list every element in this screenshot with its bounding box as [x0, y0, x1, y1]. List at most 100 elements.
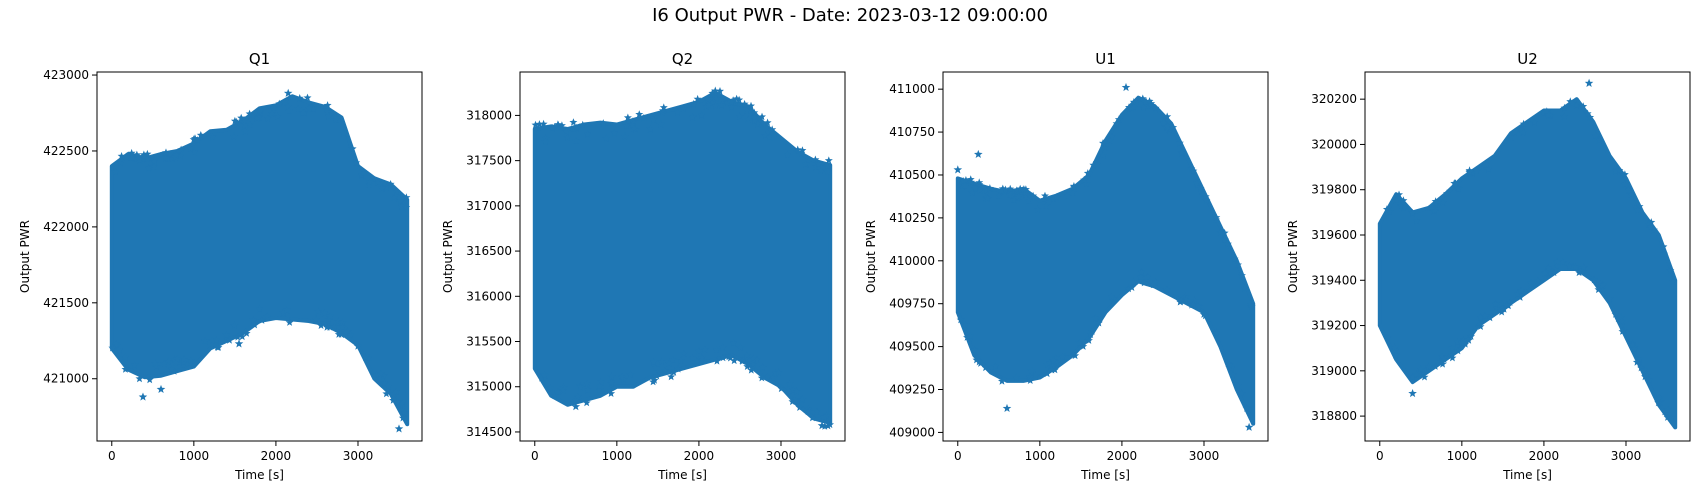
data-point — [1199, 310, 1208, 318]
data-point — [1385, 207, 1394, 216]
data-point — [1544, 264, 1553, 272]
data-envelope — [109, 94, 410, 427]
data-point — [1169, 123, 1178, 131]
data-point — [201, 336, 210, 345]
data-point — [783, 150, 792, 159]
data-point — [1498, 304, 1507, 313]
data-point — [742, 106, 751, 115]
data-point — [814, 159, 823, 168]
data-point — [1177, 148, 1186, 156]
data-point — [972, 353, 981, 361]
data-point — [688, 113, 697, 121]
data-point — [1457, 338, 1466, 347]
data-point — [1614, 314, 1623, 322]
data-point — [269, 103, 278, 112]
data-point — [961, 176, 970, 184]
data-point — [1129, 277, 1138, 286]
data-point — [1201, 192, 1210, 201]
data-point — [285, 318, 294, 326]
data-point — [305, 104, 314, 112]
data-point — [1107, 292, 1116, 301]
data-point — [1079, 342, 1088, 350]
data-point — [1513, 289, 1522, 298]
data-point — [997, 186, 1006, 195]
data-point-outlier — [394, 424, 404, 433]
x-tick-label: 2000 — [684, 449, 715, 463]
x-tick-label: 0 — [108, 449, 116, 463]
y-axis-label-u2: Output PWR — [1286, 220, 1300, 293]
data-point — [749, 354, 758, 362]
y-tick-label: 317000 — [466, 199, 512, 213]
data-point — [597, 377, 606, 386]
data-point — [646, 125, 655, 133]
data-point — [282, 306, 291, 314]
data-point — [130, 154, 139, 163]
data-point — [167, 365, 176, 373]
data-point — [1448, 353, 1457, 362]
data-point — [1464, 335, 1473, 343]
data-point — [1194, 302, 1203, 311]
data-point — [1063, 191, 1072, 200]
data-point — [263, 312, 272, 320]
data-point — [1611, 167, 1620, 175]
axis-ticks-u2: 0 1000 2000 3000 318800 319000 319200 319400 319… — [1311, 92, 1641, 463]
data-point — [233, 333, 242, 341]
data-point — [1510, 128, 1519, 136]
data-point — [1199, 190, 1208, 199]
data-point — [791, 397, 800, 405]
data-point — [1234, 260, 1242, 269]
data-point — [727, 98, 736, 106]
data-point — [135, 153, 144, 161]
data-point — [1216, 228, 1225, 236]
data-point — [208, 336, 217, 344]
y-tick-label: 423000 — [43, 68, 89, 82]
data-point — [1146, 101, 1155, 109]
data-point — [1660, 250, 1669, 258]
data-point — [170, 367, 179, 375]
data-point — [548, 123, 557, 132]
data-point — [689, 99, 698, 108]
data-point — [1010, 195, 1019, 204]
data-point-outlier — [1666, 413, 1676, 422]
plot-frame-u2 — [1364, 71, 1691, 442]
data-point — [1632, 358, 1641, 366]
data-point — [245, 120, 254, 129]
data-point — [1099, 151, 1108, 159]
data-point — [263, 114, 272, 123]
data-point — [610, 128, 619, 137]
data-point — [1396, 201, 1405, 210]
data-point — [1049, 356, 1058, 364]
data-point — [386, 180, 395, 188]
data-point — [1136, 272, 1145, 281]
data-point — [554, 387, 562, 396]
data-point — [353, 342, 362, 350]
data-point — [384, 382, 393, 390]
data-point — [1516, 293, 1525, 301]
data-point — [1633, 205, 1642, 214]
data-point — [250, 320, 259, 329]
data-point — [1021, 185, 1030, 193]
data-point — [334, 317, 343, 325]
data-point — [731, 99, 740, 107]
data-point — [1620, 170, 1629, 178]
data-point — [777, 384, 786, 393]
data-point — [961, 321, 970, 329]
data-point — [1546, 268, 1555, 277]
data-point — [127, 148, 136, 157]
data-point — [541, 134, 550, 142]
data-point — [607, 378, 616, 386]
data-point — [963, 333, 972, 341]
data-point — [180, 355, 188, 363]
data-point — [359, 168, 368, 177]
data-point — [1042, 201, 1051, 210]
data-point — [669, 368, 678, 376]
data-point — [377, 184, 386, 192]
data-point — [998, 377, 1006, 385]
x-tick-label: 1000 — [602, 449, 633, 463]
data-point — [1476, 322, 1485, 330]
data-point — [757, 373, 766, 382]
data-point — [1016, 184, 1025, 193]
data-point — [1058, 352, 1067, 361]
data-point — [758, 363, 767, 371]
data-point — [1430, 206, 1439, 214]
